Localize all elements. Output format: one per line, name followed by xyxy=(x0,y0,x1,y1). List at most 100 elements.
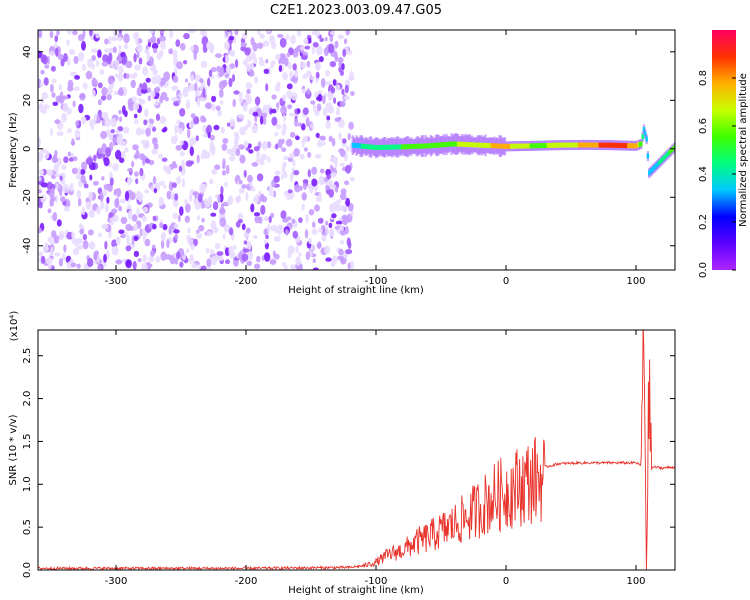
noise-speckle xyxy=(193,116,200,125)
noise-speckle xyxy=(61,253,66,261)
noise-speckle xyxy=(302,73,308,80)
noise-speckle xyxy=(338,60,343,68)
noise-speckle xyxy=(338,248,344,256)
noise-speckle xyxy=(272,190,277,198)
noise-speckle xyxy=(118,229,125,235)
noise-speckle xyxy=(112,30,118,37)
noise-speckle xyxy=(280,105,287,115)
snr-y-tick-label: 2.5 xyxy=(22,348,33,364)
noise-speckle xyxy=(311,166,318,175)
noise-speckle xyxy=(110,129,115,134)
noise-speckle xyxy=(329,30,336,36)
noise-speckle xyxy=(235,148,241,157)
noise-speckle xyxy=(240,42,247,48)
noise-speckle xyxy=(321,224,326,231)
signal-core-cell xyxy=(477,142,481,148)
signal-core-cell xyxy=(629,143,633,149)
noise-speckle xyxy=(234,30,239,36)
noise-speckle xyxy=(125,245,132,252)
noise-speckle xyxy=(321,234,327,242)
noise-speckle xyxy=(58,230,64,241)
noise-speckle xyxy=(67,151,72,157)
noise-speckle xyxy=(316,241,322,250)
snr-x-tick-label: -100 xyxy=(365,576,388,587)
noise-speckle xyxy=(307,151,312,158)
signal-core-cell xyxy=(472,142,475,148)
noise-speckle xyxy=(134,113,138,119)
noise-speckle xyxy=(248,63,255,69)
signal-core-cell xyxy=(576,142,579,148)
signal-core-cell xyxy=(518,143,521,149)
noise-speckle xyxy=(205,127,210,134)
noise-speckle xyxy=(76,189,82,199)
noise-speckle xyxy=(106,93,112,101)
signal-core-cell xyxy=(515,143,518,149)
signal-core-cell xyxy=(501,143,504,149)
signal-core-cell xyxy=(519,143,522,149)
noise-speckle xyxy=(52,101,59,107)
signal-core-cell xyxy=(482,142,486,148)
noise-speckle xyxy=(118,109,122,115)
noise-speckle xyxy=(171,160,177,168)
noise-speckle xyxy=(247,119,252,128)
noise-speckle xyxy=(38,227,43,234)
noise-speckle xyxy=(66,39,70,46)
noise-speckle xyxy=(319,168,325,174)
noise-speckle xyxy=(246,260,253,266)
noise-speckle xyxy=(67,128,72,134)
noise-speckle xyxy=(229,49,236,57)
signal-core-cell xyxy=(511,143,514,149)
noise-speckle xyxy=(101,86,108,96)
noise-speckle xyxy=(139,167,144,177)
noise-speckle xyxy=(92,89,96,98)
noise-speckle xyxy=(196,232,203,239)
signal-core-cell xyxy=(537,143,540,149)
noise-speckle xyxy=(246,88,251,95)
noise-speckle xyxy=(100,95,107,101)
signal-core-cell xyxy=(371,144,374,150)
noise-speckle xyxy=(148,123,154,130)
noise-speckle xyxy=(102,54,109,63)
noise-speckle xyxy=(318,227,322,233)
signal-core-cell xyxy=(601,142,604,148)
noise-speckle xyxy=(100,200,105,210)
noise-speckle xyxy=(320,78,326,88)
signal-core-cell xyxy=(458,141,461,147)
snr-x-tick-label: 0 xyxy=(503,576,509,587)
signal-core-cell xyxy=(479,142,482,148)
signal-core-cell xyxy=(414,143,417,149)
noise-speckle xyxy=(305,116,310,127)
noise-speckle xyxy=(253,196,260,204)
noise-speckle xyxy=(187,128,191,139)
noise-speckle xyxy=(301,192,307,201)
noise-speckle xyxy=(263,239,267,245)
noise-speckle xyxy=(101,119,106,127)
noise-speckle xyxy=(296,108,301,114)
noise-speckle xyxy=(97,265,102,270)
snr-panel: -300 -200 -100 0 100 0.0 0.5 1.0 1.5 2.0 2.5 Heigh… xyxy=(8,311,676,596)
noise-speckle xyxy=(210,220,217,230)
noise-speckle xyxy=(305,213,309,224)
noise-speckle xyxy=(124,147,129,153)
figure-title: C2E1.2023.003.09.47.G05 xyxy=(270,3,442,18)
noise-speckle xyxy=(98,232,103,238)
noise-speckle xyxy=(249,181,253,187)
noise-speckle xyxy=(160,40,166,50)
noise-speckle xyxy=(299,185,303,191)
noise-speckle xyxy=(253,212,261,217)
signal-core-cell xyxy=(434,142,438,148)
noise-speckle xyxy=(138,193,143,203)
noise-speckle-field xyxy=(38,30,355,270)
signal-core-cell xyxy=(480,142,483,148)
noise-speckle xyxy=(194,82,198,92)
noise-speckle xyxy=(144,108,149,118)
signal-core-cell xyxy=(599,142,603,148)
noise-speckle xyxy=(315,154,322,159)
noise-speckle xyxy=(176,61,183,70)
noise-speckle xyxy=(129,192,136,201)
noise-speckle xyxy=(181,178,186,188)
signal-core-cell xyxy=(637,142,640,148)
signal-core-cell xyxy=(651,166,655,172)
noise-speckle xyxy=(300,61,307,69)
noise-speckle xyxy=(56,131,64,137)
